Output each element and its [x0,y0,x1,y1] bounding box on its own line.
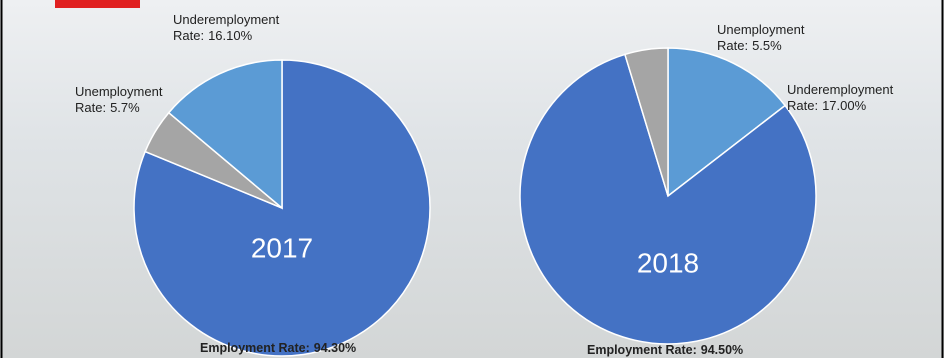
label-value: 94.30% [313,341,357,355]
data-label: Unemployment Rate: 5.5% [717,22,827,54]
pie-slice [667,47,787,198]
accent-bar [55,0,140,8]
label-value: 5.7% [110,100,140,115]
data-label: Unemployment Rate: 5.7% [75,84,185,116]
label-value: 5.5% [752,38,782,53]
label-category: Underemployment Rate: [787,82,894,113]
data-label: Employment Rate: 94.50% [587,342,847,358]
pie-slice [623,47,669,197]
label-category: Unemployment Rate: [717,22,805,53]
label-value: 17.00% [822,98,867,113]
label-category: Unemployment Rate: [75,84,163,115]
label-category: Employment Rate: [587,343,697,357]
label-value: 94.50% [700,343,744,357]
chart-title: 2018 [637,247,699,278]
data-label: Underemployment Rate: 16.10% [173,12,293,44]
pie-slice [519,53,817,345]
chart-title: 2017 [251,232,313,263]
label-value: 16.10% [208,28,253,43]
label-category: Employment Rate: [200,341,310,355]
data-label: Underemployment Rate: 17.00% [787,82,907,114]
pie-slice [167,59,283,210]
data-label: Employment Rate: 94.30% [200,340,460,356]
label-category: Underemployment Rate: [173,12,280,43]
